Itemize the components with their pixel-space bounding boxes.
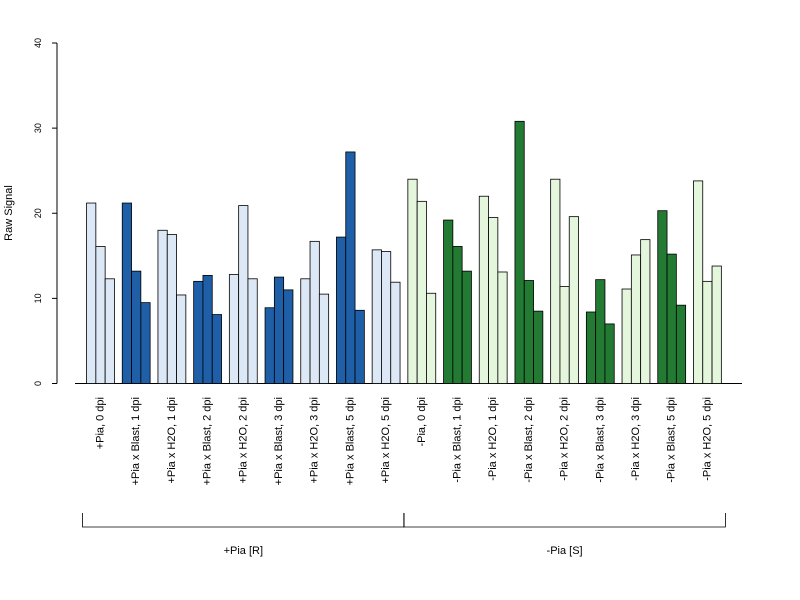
bar: [640, 239, 651, 384]
bar: [488, 217, 499, 384]
bar: [193, 280, 204, 384]
bar: [336, 236, 347, 384]
group-label: +Pia [R]: [224, 545, 263, 557]
bar: [202, 274, 213, 384]
bar: [416, 200, 427, 384]
bar: [300, 278, 311, 384]
x-tick-label: +Pia x Blast, 2 dpi: [202, 397, 214, 485]
bar: [621, 288, 632, 384]
x-tick-label: +Pia x H2O, 3 dpi: [309, 397, 321, 484]
bar: [121, 202, 132, 384]
group-bracket: [403, 513, 726, 528]
bar: [157, 229, 168, 384]
bar: [550, 178, 561, 384]
bar: [657, 210, 668, 384]
x-tick-labels: +Pia, 0 dpi +Pia x Blast, 1 dpi +Pia x H2O…: [95, 397, 714, 485]
x-tick-label: +Pia x Blast, 3 dpi: [273, 397, 285, 485]
bar: [283, 289, 294, 384]
x-tick-label: -Pia x Blast, 2 dpi: [523, 397, 535, 483]
bar: [131, 270, 142, 384]
x-tick-label: +Pia x H2O, 1 dpi: [166, 397, 178, 484]
bar: [345, 151, 356, 384]
bar: [523, 280, 534, 384]
x-tick-label: +Pia x Blast, 1 dpi: [130, 397, 142, 485]
bar: [354, 309, 365, 384]
y-tick-label: 0: [33, 381, 43, 386]
bar: [166, 234, 177, 384]
x-tick-label: -Pia x Blast, 5 dpi: [666, 397, 678, 483]
bar: [86, 202, 97, 384]
bar: [452, 246, 463, 384]
bar: [238, 205, 249, 384]
bar: [630, 254, 642, 384]
bar: [693, 180, 704, 384]
bar: [426, 292, 437, 384]
group-bracket: [82, 513, 405, 528]
bar: [264, 307, 275, 384]
bar: [390, 281, 401, 384]
bar: [104, 278, 115, 384]
bar: [595, 279, 606, 384]
bar: [228, 274, 240, 384]
bars: [86, 120, 722, 384]
y-tick-label: 30: [33, 123, 43, 133]
x-tick-label: +Pia x Blast, 5 dpi: [344, 397, 356, 485]
x-tick-label: -Pia x Blast, 1 dpi: [452, 397, 464, 483]
group-brackets: +Pia [R] -Pia [S]: [82, 513, 726, 557]
bar: [702, 280, 713, 384]
bar: [461, 270, 472, 384]
bar: [176, 294, 187, 384]
bar: [247, 278, 258, 384]
x-tick-label: +Pia, 0 dpi: [95, 397, 107, 449]
bar: [585, 311, 597, 384]
bar: [95, 246, 106, 384]
bar: [514, 120, 525, 384]
y-tick-label: 40: [33, 38, 43, 48]
x-tick-label: -Pia x H2O, 2 dpi: [559, 397, 571, 481]
bar: [478, 195, 489, 384]
bar: [371, 249, 382, 384]
x-tick-label: -Pia, 0 dpi: [416, 397, 428, 447]
bar: [533, 310, 544, 384]
bar: [140, 302, 151, 384]
bar: [309, 240, 320, 384]
bar: [443, 219, 454, 384]
x-tick-label: -Pia x H2O, 3 dpi: [630, 397, 642, 481]
x-tick-label: +Pia x H2O, 5 dpi: [380, 397, 392, 484]
x-tick-label: -Pia x H2O, 5 dpi: [701, 397, 713, 481]
x-tick-label: -Pia x Blast, 3 dpi: [594, 397, 606, 483]
bar: [559, 286, 570, 384]
bar: [211, 314, 222, 384]
x-tick-label: -Pia x H2O, 1 dpi: [487, 397, 499, 481]
bar: [675, 304, 687, 384]
bar: [407, 178, 418, 384]
y-tick-label: 10: [33, 293, 43, 303]
bar: [381, 251, 392, 384]
y-axis: 0 10 20 30 40: [33, 38, 58, 386]
bar: [273, 276, 285, 384]
bar: [711, 265, 722, 384]
y-axis-title: Raw Signal: [3, 185, 15, 241]
bar: [604, 323, 615, 384]
bar: [666, 253, 677, 384]
y-tick-label: 20: [33, 208, 43, 218]
bar: [497, 271, 508, 384]
bar: [318, 293, 330, 384]
x-tick-label: +Pia x H2O, 2 dpi: [237, 397, 249, 484]
group-label: -Pia [S]: [547, 545, 583, 557]
bar: [568, 216, 579, 384]
